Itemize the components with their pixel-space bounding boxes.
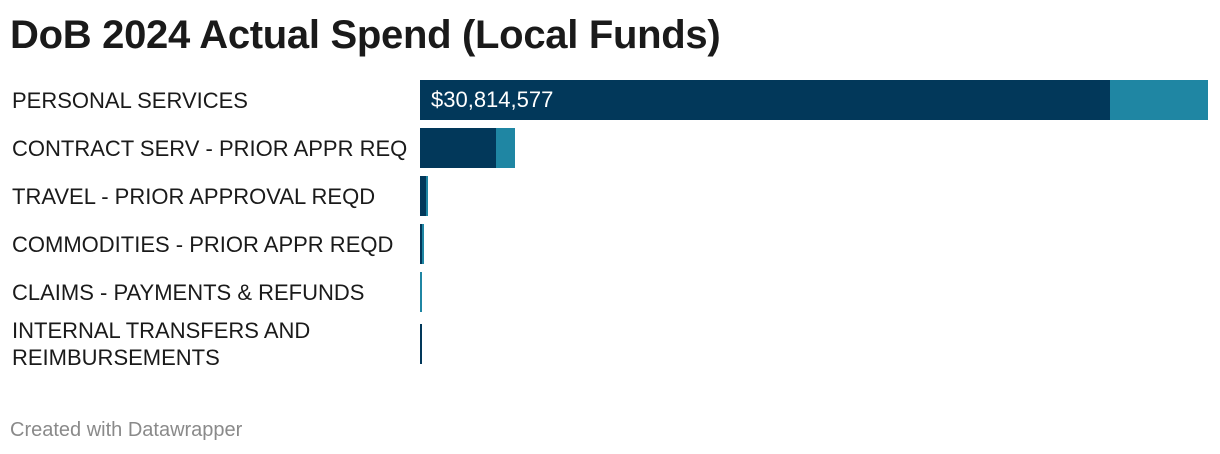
category-label-travel-prior-approval-reqd: TRAVEL - PRIOR APPROVAL REQD bbox=[12, 183, 376, 209]
bar-contract-serv-prior-appr-req-segment-2 bbox=[495, 128, 516, 168]
category-label-personal-services: PERSONAL SERVICES bbox=[12, 87, 248, 113]
bar-travel-prior-approval-reqd-segment-1 bbox=[420, 176, 426, 216]
chart-title: DoB 2024 Actual Spend (Local Funds) bbox=[10, 13, 721, 57]
bar-personal-services-segment-2 bbox=[1110, 80, 1208, 120]
bar-commodities-prior-appr-reqd-segment-2 bbox=[422, 224, 424, 264]
bar-contract-serv-prior-appr-req-segment-1 bbox=[420, 128, 496, 168]
category-label-commodities-prior-appr-reqd: COMMODITIES - PRIOR APPR REQD bbox=[12, 231, 394, 257]
bar-personal-services-segment-1 bbox=[420, 80, 1111, 120]
bar-travel-prior-approval-reqd-segment-2 bbox=[425, 176, 429, 216]
data-label-personal-services: $30,814,577 bbox=[431, 87, 554, 112]
bar-claims-payments-refunds-segment-2 bbox=[420, 272, 422, 312]
bar-commodities-prior-appr-reqd-segment-1 bbox=[420, 224, 422, 264]
category-label-claims-payments-refunds: CLAIMS - PAYMENTS & REFUNDS bbox=[12, 279, 365, 305]
bar-internal-transfers-and-reimbursements-segment-1 bbox=[420, 324, 422, 364]
datawrapper-credit: Created with Datawrapper bbox=[10, 419, 243, 441]
category-label-contract-serv-prior-appr-req: CONTRACT SERV - PRIOR APPR REQ bbox=[12, 135, 408, 161]
category-label-internal-transfers-and-reimbursements: INTERNAL TRANSFERS AND REIMBURSEMENTS bbox=[12, 318, 311, 370]
